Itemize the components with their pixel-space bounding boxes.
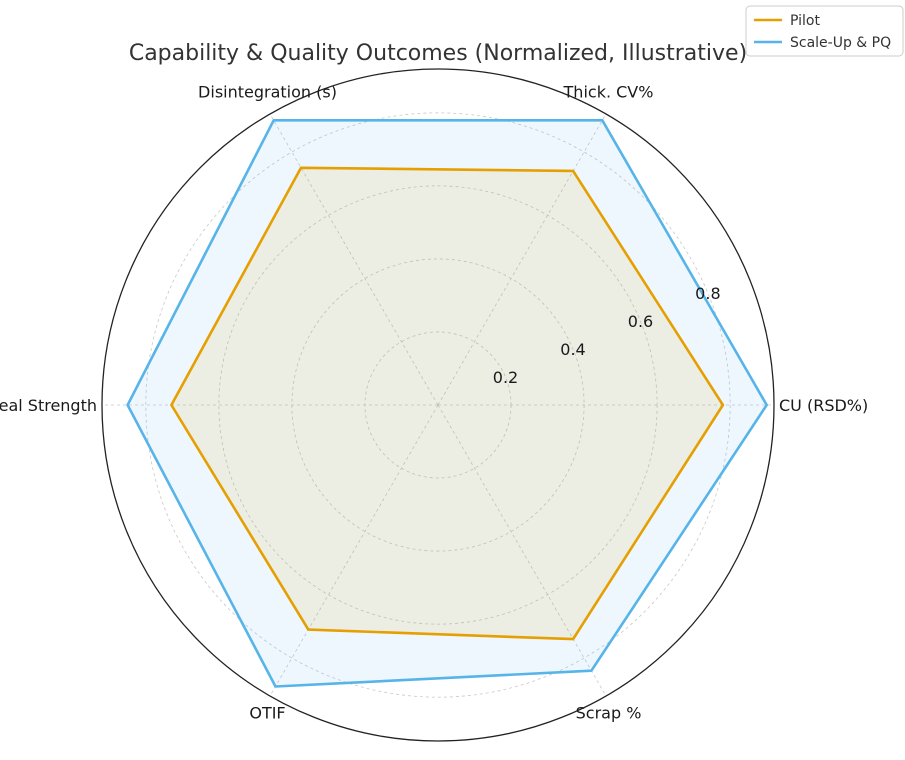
grid-spoke (437, 113, 607, 406)
grid-spoke (269, 404, 439, 697)
series-line (126, 119, 769, 688)
grid-spoke (269, 113, 439, 406)
axis-label-scrap: Scrap % (576, 703, 642, 722)
axis-label-cu: CU (RSD%) (779, 396, 868, 415)
axis-label-seal-strength: Seal Strength (0, 396, 97, 415)
grid-spoke (437, 404, 607, 697)
radar-grid (102, 112, 774, 698)
radial-tick-label: 0.2 (493, 368, 518, 387)
axis-labels: CU (RSD%) Thick. CV% Disintegration (s) … (0, 83, 868, 723)
legend-label-scale-up: Scale-Up & PQ (790, 35, 891, 51)
grid-ring (145, 112, 731, 698)
radar-series (126, 119, 769, 688)
axis-label-thickness-cv: Thick. CV% (563, 83, 654, 102)
radial-tick-label: 0.8 (695, 284, 720, 303)
radial-tick-label: 0.6 (628, 312, 653, 331)
grid-ring (218, 185, 658, 625)
radial-tick-label: 0.4 (560, 340, 585, 359)
legend-box (745, 5, 904, 57)
series-line (170, 166, 725, 641)
chart-title: Capability & Quality Outcomes (Normalize… (129, 41, 747, 66)
radar-outer-frame (101, 68, 775, 742)
legend-label-pilot: Pilot (790, 13, 820, 29)
series-fill (171, 167, 723, 640)
radial-tick-labels: 0.2 0.4 0.6 0.8 (493, 284, 721, 387)
legend: Pilot Scale-Up & PQ (745, 5, 904, 57)
axis-label-otif: OTIF (249, 703, 285, 722)
series-fill (127, 120, 767, 687)
axis-label-disintegration: Disintegration (s) (198, 83, 337, 102)
